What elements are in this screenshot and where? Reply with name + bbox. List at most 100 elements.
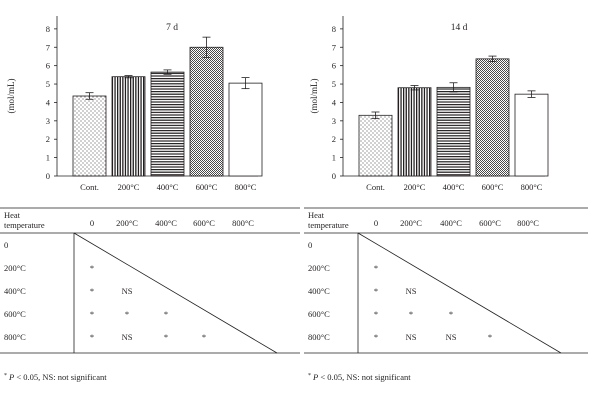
table-cell: * xyxy=(90,309,94,319)
bar-3 xyxy=(150,71,185,177)
table-column-header: 200°C xyxy=(400,218,422,228)
y-tick-label: 6 xyxy=(332,61,336,71)
table-cell: * xyxy=(488,332,492,342)
table-cell: * xyxy=(409,309,413,319)
table-cell: * xyxy=(164,309,168,319)
table-row-label: 200°C xyxy=(308,263,330,273)
y-tick-label: 0 xyxy=(332,171,336,181)
table-row-label: 600°C xyxy=(308,309,330,319)
x-tick-label: Cont. xyxy=(366,182,385,192)
y-tick-label: 6 xyxy=(46,61,50,71)
bar-4 xyxy=(475,58,510,177)
footnote-star: * xyxy=(308,373,311,379)
x-tick-label: 400°C xyxy=(443,182,465,192)
table-header-label: temperature xyxy=(4,220,45,230)
chart-title: 14 d xyxy=(451,23,468,33)
triangle-diagonal xyxy=(73,232,278,354)
table-cell: * xyxy=(202,332,206,342)
bar-5 xyxy=(514,93,549,177)
table-column-header: 600°C xyxy=(479,218,501,228)
table-row-label: 0 xyxy=(4,240,8,250)
footnote-p: P xyxy=(312,372,318,382)
y-tick-label: 1 xyxy=(46,153,50,163)
table-row-label: 800°C xyxy=(308,332,330,342)
table-row-label: 600°C xyxy=(4,309,26,319)
y-tick-label: 7 xyxy=(332,42,336,52)
y-axis-label: (mol/mL) xyxy=(309,79,319,114)
table-column-header: 0 xyxy=(90,218,94,228)
table-row-label: 800°C xyxy=(4,332,26,342)
bar-1 xyxy=(72,95,107,177)
table-column-header: 400°C xyxy=(440,218,462,228)
y-tick-label: 3 xyxy=(46,116,50,126)
bar-chart-2: 14 d (mol/mL) 0 1 2 3 4 5 6 7 8 Cont. 200°C 400°C 600°… xyxy=(309,16,549,192)
table-cell: NS xyxy=(122,332,133,342)
x-tick-label: 400°C xyxy=(157,182,179,192)
y-tick-label: 5 xyxy=(332,79,336,89)
x-tick-label: 200°C xyxy=(118,182,140,192)
table-cell: * xyxy=(125,309,129,319)
y-tick-label: 2 xyxy=(332,134,336,144)
table-column-header: 200°C xyxy=(116,218,138,228)
bar-5 xyxy=(228,82,263,177)
y-tick-label: 1 xyxy=(332,153,336,163)
table-footnote: * P < 0.05, NS: not significant xyxy=(4,372,107,382)
table-header-label: Heat xyxy=(308,210,325,220)
bar-2 xyxy=(111,76,146,177)
y-tick-label: 2 xyxy=(46,134,50,144)
y-tick-label: 3 xyxy=(332,116,336,126)
bar-1 xyxy=(358,114,393,177)
y-tick-label: 4 xyxy=(332,97,337,107)
y-tick-label: 7 xyxy=(46,42,50,52)
bar-3 xyxy=(436,86,471,177)
footnote-text: < 0.05, NS: not significant xyxy=(14,372,107,382)
x-tick-label: 800°C xyxy=(235,182,257,192)
table-cell: * xyxy=(374,332,378,342)
table-footnote: * P < 0.05, NS: not significant xyxy=(308,372,411,382)
table-cell: NS xyxy=(122,286,133,296)
table-column-header: 600°C xyxy=(193,218,215,228)
table-cell: * xyxy=(449,309,453,319)
table-column-header: 800°C xyxy=(517,218,539,228)
table-row-label: 400°C xyxy=(4,286,26,296)
table-row-label: 200°C xyxy=(4,263,26,273)
table-column-header: 800°C xyxy=(232,218,254,228)
table-column-header: 400°C xyxy=(155,218,177,228)
x-tick-label: 600°C xyxy=(196,182,218,192)
x-tick-label: 800°C xyxy=(521,182,543,192)
table-header-label: temperature xyxy=(308,220,349,230)
table-cell: * xyxy=(164,332,168,342)
charts-layer: 7 d (mol/mL) 0 1 2 3 4 5 6 7 8 Cont. 200°C 400°C 600°C… xyxy=(6,16,549,192)
y-tick-label: 0 xyxy=(46,171,50,181)
bar-4 xyxy=(189,46,224,177)
footnote-p: P xyxy=(8,372,14,382)
y-tick-label: 5 xyxy=(46,79,50,89)
y-tick-label: 8 xyxy=(46,24,50,34)
table-cell: * xyxy=(374,263,378,273)
table-cell: NS xyxy=(446,332,457,342)
x-tick-label: 200°C xyxy=(404,182,426,192)
table-cell: NS xyxy=(406,286,417,296)
y-axis-label: (mol/mL) xyxy=(6,79,16,114)
triangle-diagonal xyxy=(357,232,562,354)
bar-chart-1: 7 d (mol/mL) 0 1 2 3 4 5 6 7 8 Cont. 200°C 400°C 600°C… xyxy=(6,16,263,192)
table-cell: * xyxy=(90,263,94,273)
table-column-header: 0 xyxy=(374,218,378,228)
y-tick-label: 4 xyxy=(46,97,51,107)
table-cell: * xyxy=(90,286,94,296)
table-header-label: Heat xyxy=(4,210,21,220)
x-tick-label: 600°C xyxy=(482,182,504,192)
chart-title: 7 d xyxy=(166,23,178,33)
table-row-label: 0 xyxy=(308,240,312,250)
x-tick-label: Cont. xyxy=(80,182,99,192)
footnote-star: * xyxy=(4,373,7,379)
bar-2 xyxy=(397,87,432,177)
footnote-text: < 0.05, NS: not significant xyxy=(318,372,411,382)
table-cell: * xyxy=(90,332,94,342)
table-row-label: 400°C xyxy=(308,286,330,296)
table-cell: NS xyxy=(406,332,417,342)
